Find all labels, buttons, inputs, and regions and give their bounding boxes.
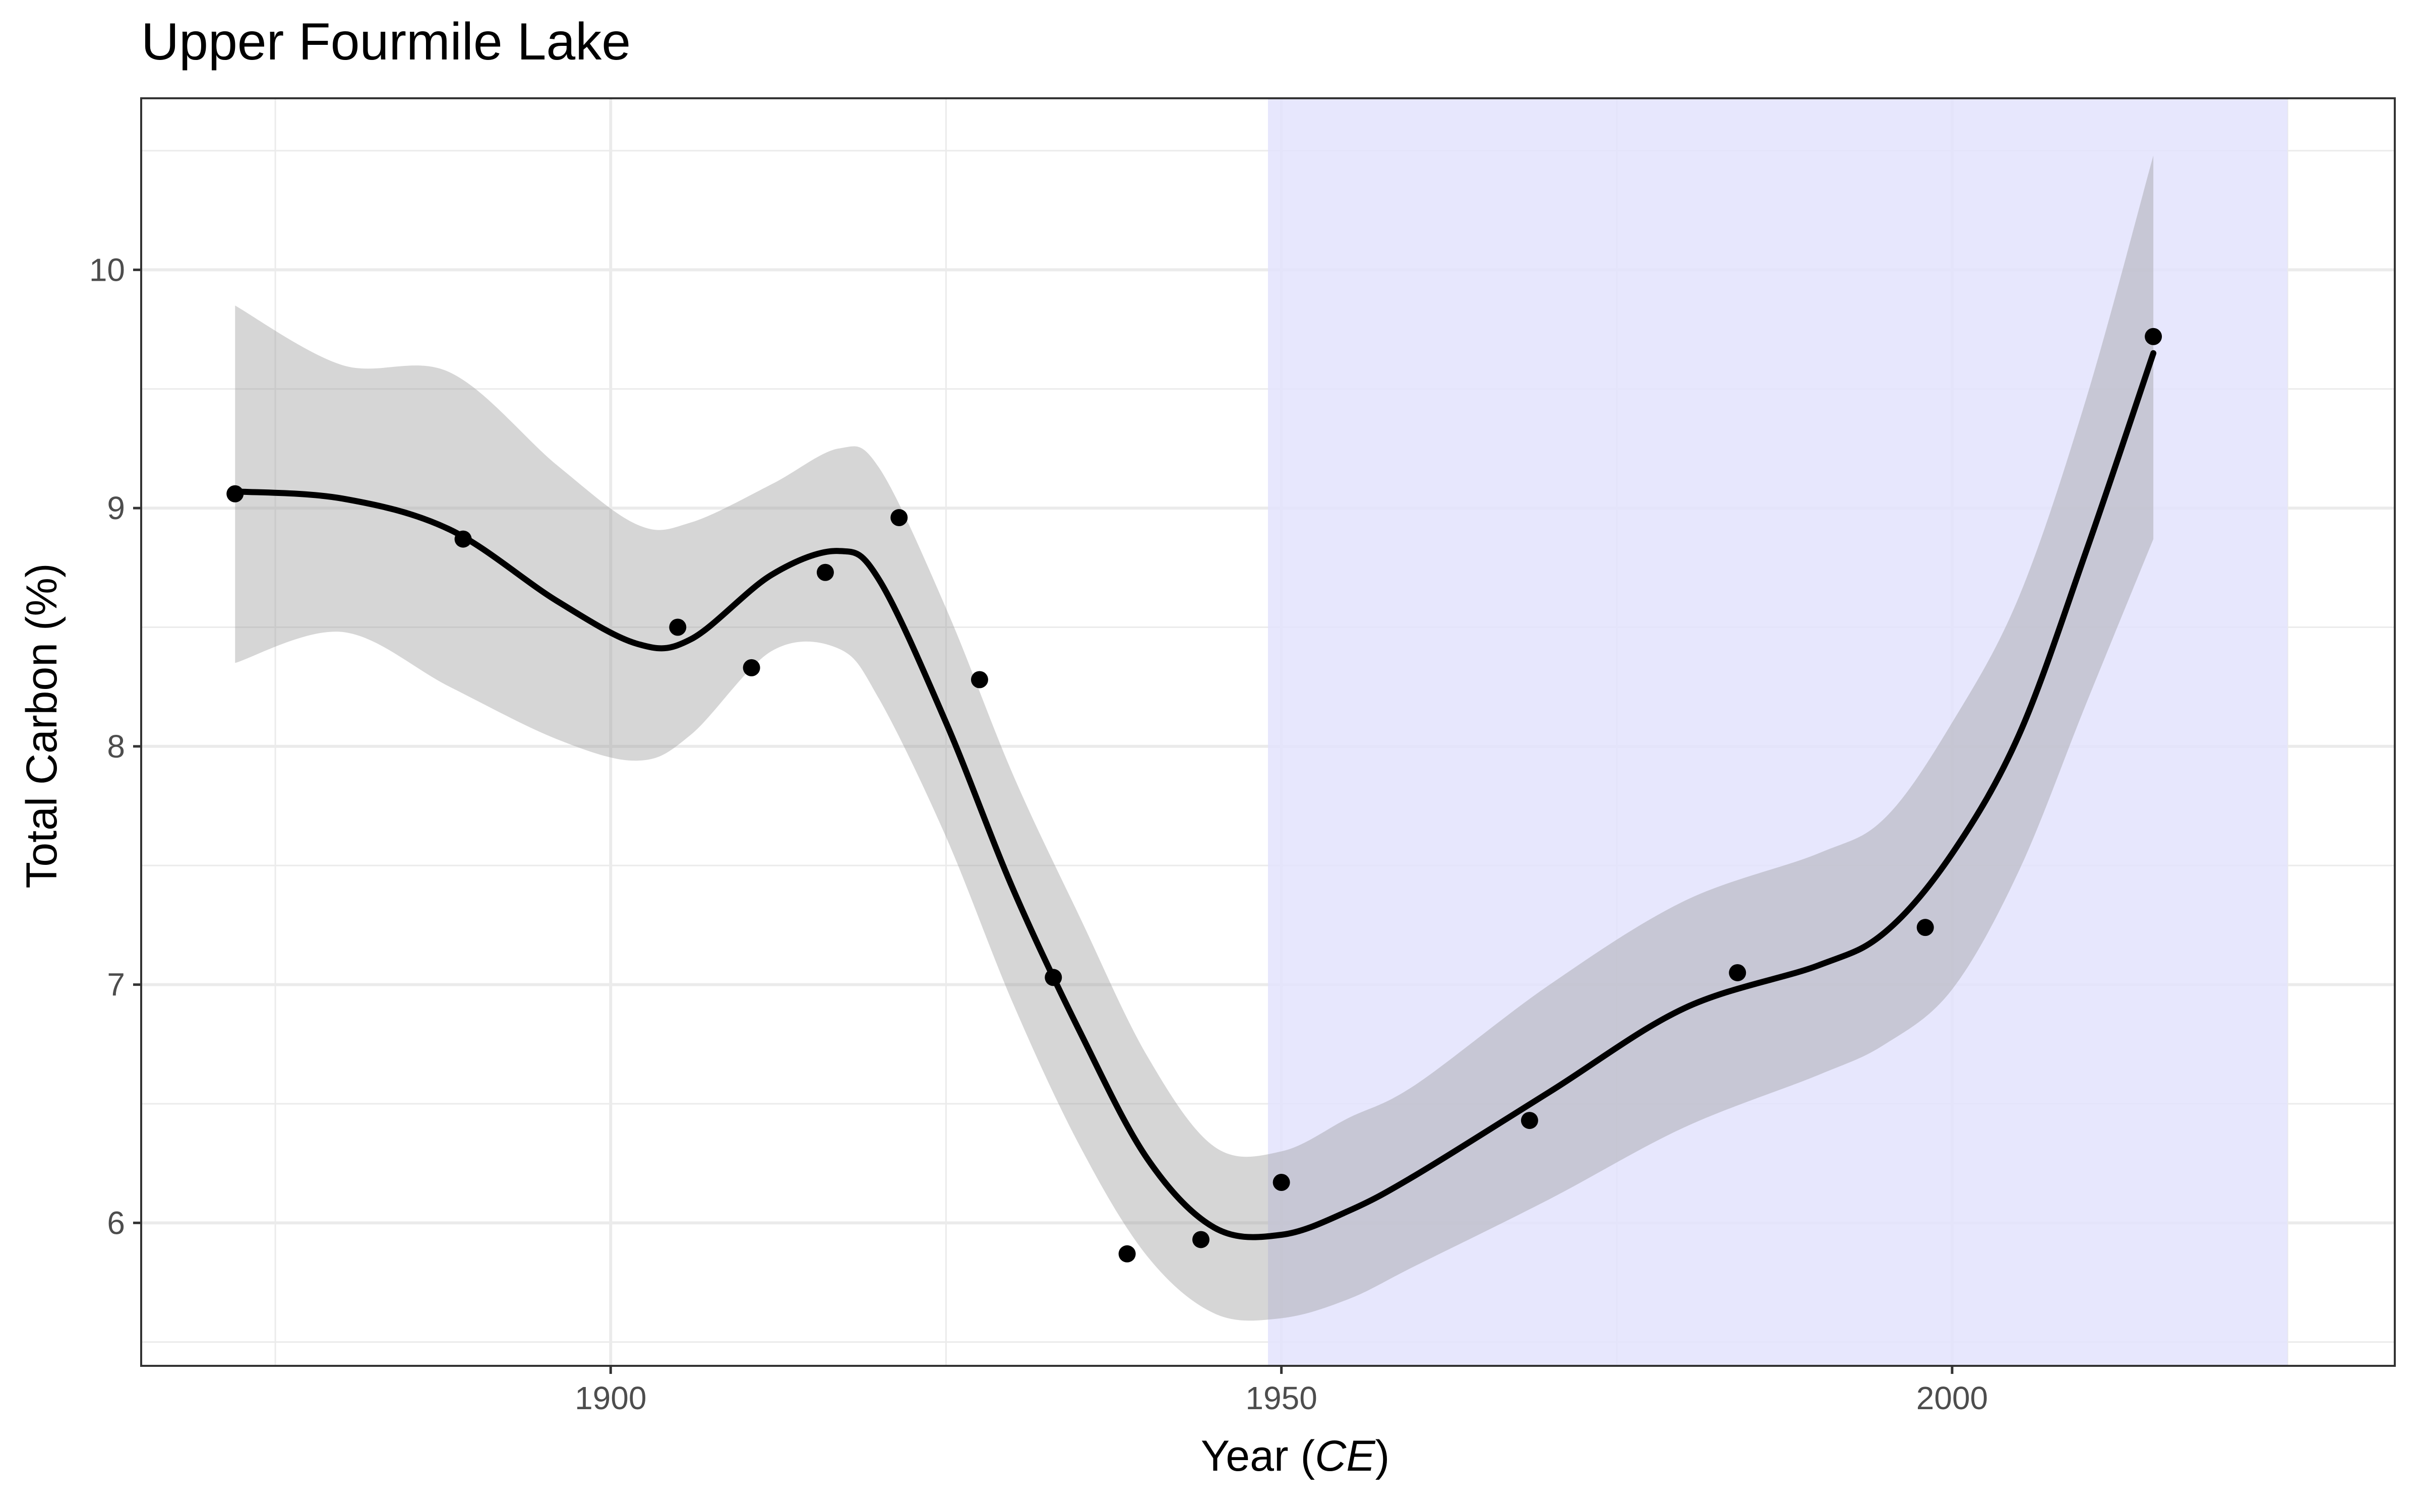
data-point: [1729, 964, 1746, 981]
data-point: [1192, 1231, 1209, 1248]
data-point: [2145, 328, 2162, 345]
chart-title: Upper Fourmile Lake: [141, 13, 631, 71]
x-axis: 1900 1950 2000: [575, 1366, 1988, 1416]
data-point: [743, 659, 760, 676]
x-tick-label: 1950: [1245, 1380, 1317, 1416]
data-point: [1118, 1245, 1136, 1263]
confidence-band: [235, 155, 2154, 1321]
shaded-region: [1268, 98, 2288, 1366]
data-point: [454, 530, 472, 548]
plot-panel: [140, 97, 2396, 1367]
y-tick-label: 8: [107, 728, 125, 765]
smooth-fit-line: [232, 350, 2157, 1240]
x-tick-label: 2000: [1916, 1380, 1988, 1416]
y-tick-label: 6: [107, 1205, 125, 1241]
x-tick-label: 1900: [575, 1380, 646, 1416]
data-point: [669, 618, 687, 636]
data-point: [1045, 969, 1062, 986]
data-point: [1273, 1173, 1290, 1191]
y-axis-title: Total Carbon (%): [18, 563, 66, 888]
x-axis-title: Year (CE): [1201, 1432, 1389, 1480]
data-point: [1916, 919, 1934, 936]
data-point: [1521, 1112, 1538, 1129]
y-tick-label: 7: [107, 967, 125, 1003]
y-tick-label: 9: [107, 490, 125, 526]
data-point: [816, 563, 834, 581]
y-tick-label: 10: [89, 251, 125, 288]
data-point: [971, 671, 988, 688]
data-points: [226, 328, 2162, 1263]
y-axis: 6 7 8 9 10: [89, 251, 141, 1241]
panel-border: [140, 97, 2396, 1367]
data-point: [226, 485, 244, 502]
data-point: [890, 509, 908, 527]
